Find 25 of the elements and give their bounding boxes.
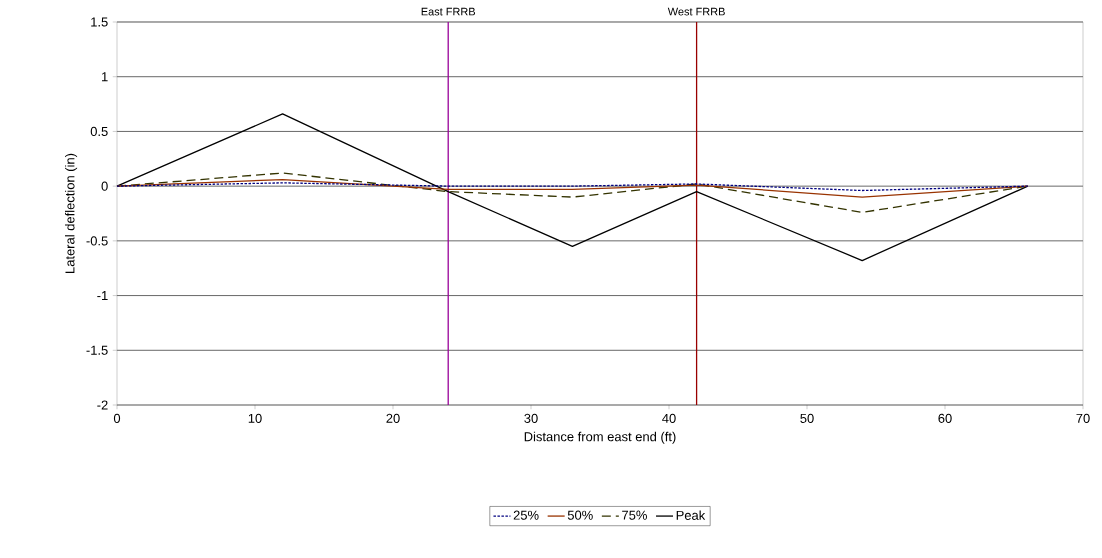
y-tick-label: -1 — [97, 291, 108, 301]
legend-label: Peak — [676, 510, 706, 520]
y-axis-title: Lateral deflection (in) — [65, 153, 78, 273]
x-tick-label: 70 — [1076, 413, 1090, 423]
x-tick-label: 50 — [800, 413, 814, 423]
legend-label: 75% — [622, 510, 647, 520]
ref-line-label: East FRRB — [421, 7, 476, 16]
x-tick-label: 30 — [524, 413, 538, 423]
y-tick-label: -2 — [97, 400, 108, 410]
x-tick-label: 20 — [386, 413, 400, 423]
y-tick-label: 0.5 — [90, 126, 108, 137]
ref-line-label: West FRRB — [667, 7, 725, 16]
y-tick-label: 0 — [101, 181, 108, 191]
legend-label: 50% — [567, 510, 593, 520]
x-tick-label: 60 — [938, 413, 952, 423]
x-tick-label: 10 — [248, 413, 262, 423]
x-axis-title: Distance from east end (ft) — [524, 431, 676, 444]
legend-label: 25% — [513, 510, 539, 520]
y-tick-label: 1 — [102, 72, 108, 82]
y-tick-label: -0.5 — [86, 236, 108, 246]
x-tick-label: 0 — [113, 413, 121, 423]
x-tick-label: 40 — [662, 413, 676, 423]
y-tick-label: -1.5 — [86, 345, 108, 355]
line-series — [116, 182, 1029, 192]
y-tick-label: 1.5 — [91, 17, 108, 27]
